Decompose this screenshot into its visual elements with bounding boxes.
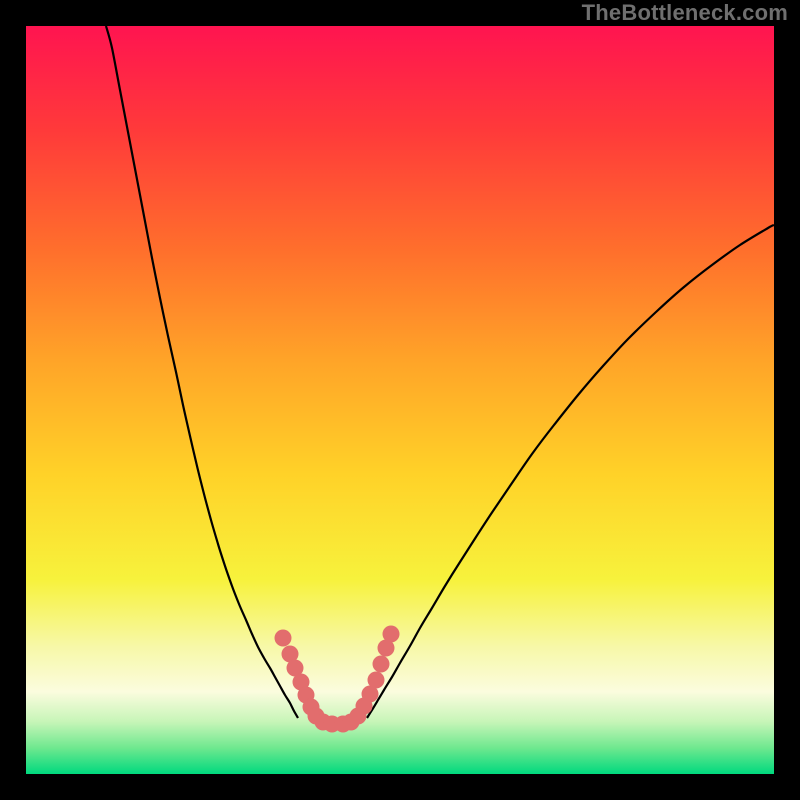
trough-marker [383, 626, 400, 643]
trough-marker [368, 672, 385, 689]
trough-marker [373, 656, 390, 673]
bottleneck-chart [0, 0, 800, 800]
trough-marker [275, 630, 292, 647]
chart-frame: TheBottleneck.com [0, 0, 800, 800]
